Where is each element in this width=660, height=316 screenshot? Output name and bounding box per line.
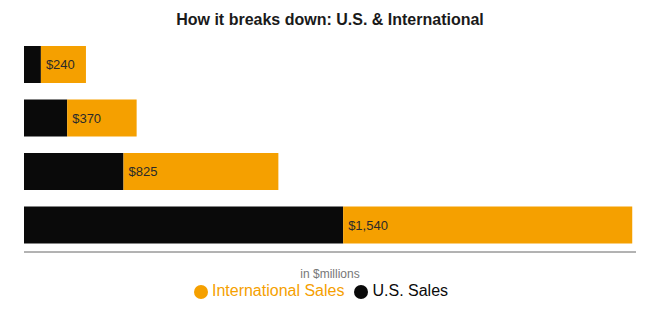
svg-text:in $millions: in $millions: [300, 267, 359, 281]
html-text:U.S. Sales: U.S. Sales: [372, 282, 449, 299]
html-text:International Sales: International Sales: [211, 282, 345, 299]
svg-text:$240: $240: [46, 57, 75, 72]
svg-text:$370: $370: [72, 111, 101, 126]
html-text:How it breaks down: U.S. & Int: How it breaks down: U.S. & International: [176, 11, 484, 28]
svg-text:$825: $825: [128, 164, 157, 179]
svg-text:$1,540: $1,540: [348, 218, 388, 233]
